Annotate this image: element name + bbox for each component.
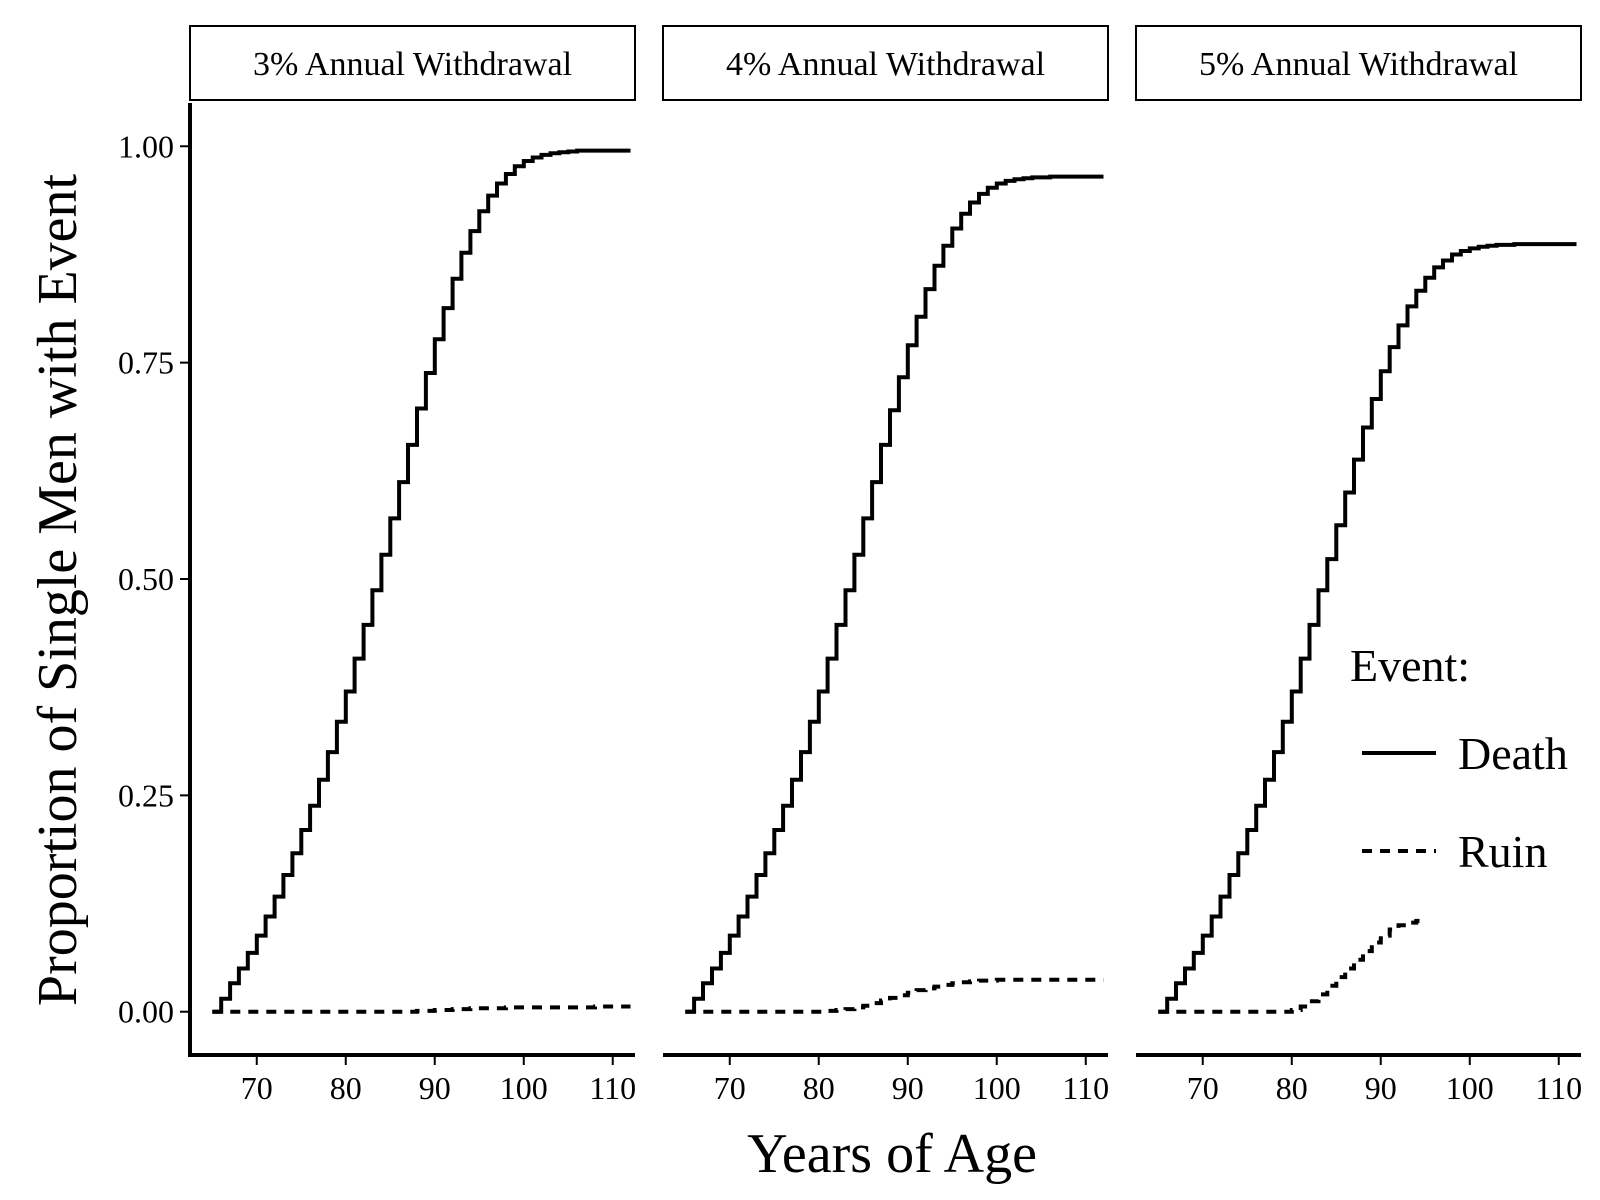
panel-1: 3% Annual Withdrawal 70 80 90 100 110 (189, 25, 636, 1106)
x-tick-label: 90 (1365, 1070, 1397, 1106)
series-line-ruin (212, 1004, 631, 1014)
series-line-death (1158, 242, 1577, 1014)
legend-label-ruin: Ruin (1458, 826, 1547, 877)
y-tick-label: 1.00 (118, 128, 174, 164)
x-tick-label: 90 (892, 1070, 924, 1106)
y-axis-title: Proportion of Single Men with Event (27, 173, 89, 1006)
panel-3: 5% Annual Withdrawal 70 80 90 100 110 (1135, 25, 1582, 1106)
x-tick-label: 80 (803, 1070, 835, 1106)
x-tick-label: 80 (1276, 1070, 1308, 1106)
y-tick-label: 0.75 (118, 345, 174, 381)
series-line-death (212, 148, 631, 1014)
x-tick-label: 80 (330, 1070, 362, 1106)
legend-label-death: Death (1458, 728, 1568, 779)
x-tick-label: 70 (714, 1070, 746, 1106)
panel-2: 4% Annual Withdrawal 70 80 90 100 110 (662, 25, 1109, 1106)
x-tick-label: 70 (241, 1070, 273, 1106)
x-tick-label: 90 (419, 1070, 451, 1106)
panel-strip (662, 25, 1109, 101)
x-tick-label: 110 (589, 1070, 636, 1106)
series-line-ruin (685, 977, 1104, 1014)
x-tick-label: 100 (973, 1070, 1021, 1106)
series-line-ruin (1158, 918, 1426, 1014)
x-axis-title: Years of Age (747, 1123, 1037, 1185)
legend-title: Event: (1350, 640, 1470, 691)
x-tick-label: 100 (500, 1070, 548, 1106)
y-axis: 0.00 0.25 0.50 0.75 1.00 (118, 103, 192, 1057)
panel-strip (1135, 25, 1582, 101)
y-tick-label: 0.50 (118, 561, 174, 597)
x-tick-label: 110 (1535, 1070, 1582, 1106)
x-tick-label: 70 (1187, 1070, 1219, 1106)
y-tick-label: 0.00 (118, 994, 174, 1030)
y-tick-label: 0.25 (118, 777, 174, 813)
legend: Event: Death Ruin (1350, 640, 1568, 877)
panel-strip (189, 25, 636, 101)
panel-title: 5% Annual Withdrawal (1199, 46, 1518, 83)
panel-title: 3% Annual Withdrawal (253, 46, 572, 83)
series-line-death (685, 174, 1104, 1014)
x-tick-label: 100 (1446, 1070, 1494, 1106)
x-tick-label: 110 (1062, 1070, 1109, 1106)
panel-title: 4% Annual Withdrawal (726, 46, 1045, 83)
